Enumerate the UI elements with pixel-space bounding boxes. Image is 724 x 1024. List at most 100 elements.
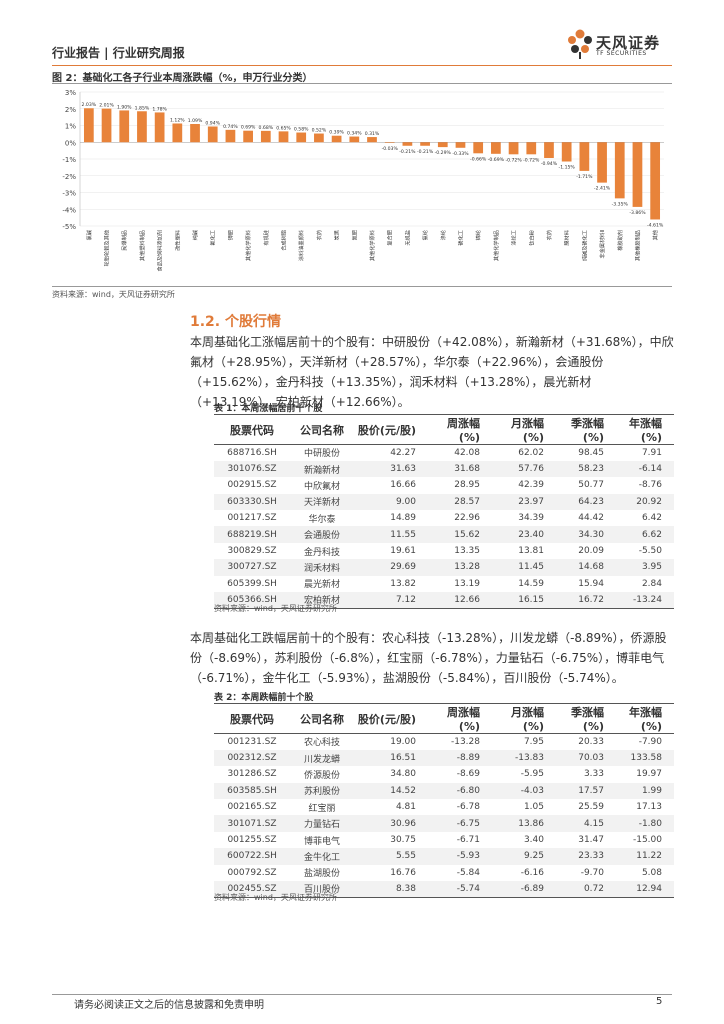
cell-price: 34.80 [390, 769, 416, 780]
bar [225, 129, 236, 143]
cell-quarter: 23.33 [556, 848, 616, 865]
cell-name: 会通股份 [290, 526, 354, 543]
x-tick-label: 其他橡胶制品 [633, 230, 641, 261]
cell-year: -13.24 [616, 592, 674, 609]
data-label: 0.74% [223, 124, 238, 130]
cell-week: 28.57 [428, 493, 492, 511]
cell-month: 11.45 [492, 559, 556, 576]
x-tick-label: 氨纶 [421, 230, 429, 240]
x-tick-label: 其他化学原料 [244, 230, 252, 261]
col-week: 周涨幅(%) [428, 414, 492, 445]
col-quarter: 季涨幅(%) [556, 414, 616, 445]
figure-source: 资料来源：wind，天风证券研究所 [52, 290, 175, 299]
cell-code: 002312.SZ [214, 749, 290, 767]
bar [561, 142, 572, 162]
data-label: 0.34% [347, 131, 362, 137]
x-tick-label: 涂料油墨颜料 [297, 230, 305, 261]
table1-source: 资料来源：wind，天风证券研究所 [214, 604, 337, 613]
cell-year: 20.92 [616, 493, 674, 511]
table1-title: 表 1：本周涨幅居前十个股 [214, 404, 323, 414]
x-tick-label: 氟化工 [209, 230, 217, 246]
cell-year: -1.80 [616, 815, 674, 832]
report-type: 行业报告 | 行业研究周报 [52, 46, 185, 60]
table-row: 002915.SZ 中欣氟材 16.66 28.95 42.39 50.77 -8.76 [214, 477, 674, 493]
cell-quarter: 3.33 [583, 769, 604, 780]
table-row: 000792.SZ 盐湖股份 16.76 -5.84 -6.16 -9.70 5.08 [214, 865, 674, 881]
data-label: 0.68% [259, 125, 274, 131]
cell-week: 12.66 [428, 592, 492, 609]
cell-quarter: 58.23 [556, 460, 616, 478]
cell-code: 002915.SZ [227, 480, 277, 491]
data-label: 0.52% [312, 128, 327, 134]
cell-month: 34.39 [518, 513, 544, 524]
cell-week: 28.95 [454, 480, 480, 491]
bar [119, 110, 130, 143]
data-label: 2.03% [82, 102, 97, 108]
cell-code: 605399.SH [227, 578, 277, 589]
cell-name: 中欣氟材 [303, 481, 340, 492]
col-price: 股价(元/股) [354, 414, 428, 445]
bar [260, 130, 271, 143]
bar [314, 133, 324, 143]
data-label: -3.35% [612, 201, 629, 207]
data-label: -4.61% [647, 222, 664, 228]
bar [331, 135, 342, 143]
cell-month: 23.97 [492, 493, 556, 511]
table-row: 603585.SH 苏利股份 14.52 -6.80 -4.03 17.57 1.99 [214, 782, 674, 800]
x-tick-label: 钾肥 [226, 230, 234, 240]
cell-code: 001217.SZ [227, 513, 277, 524]
cell-code: 600722.SH [214, 848, 290, 865]
x-tick-label: 炭黑 [334, 230, 341, 240]
cell-week: -6.80 [428, 782, 492, 800]
col-month: 月涨幅(%) [492, 703, 556, 734]
subindustry-bar-chart: 3% 2% 1% 0% -1% -2% -3% -4% -5% 2.03% 氯碱 2.01% 轮胎轮毂及… [62, 89, 664, 272]
cell-price: 14.89 [390, 513, 416, 524]
bar [296, 132, 307, 143]
cell-name: 金丹科技 [303, 547, 340, 558]
y-tick-label: -4% [62, 206, 76, 214]
gainers-table: 股票代码 公司名称 股价(元/股) 周涨幅(%) 月涨幅(%) 季涨幅(%) 年… [214, 414, 674, 609]
cell-week: 31.68 [428, 460, 492, 478]
cell-week: 13.19 [454, 578, 480, 589]
cell-week: 15.62 [428, 526, 492, 543]
x-tick-label: 其他化学制品 [492, 230, 500, 261]
table-row: 688219.SH 会通股份 11.55 15.62 23.40 34.30 6.62 [214, 526, 674, 543]
page-number: 5 [656, 996, 663, 1007]
cell-code: 002165.SZ [227, 802, 277, 813]
table-row: 688716.SH 中研股份 42.27 42.08 62.02 98.45 7.91 [214, 445, 674, 461]
cell-month: -13.83 [492, 749, 556, 767]
x-tick-label: 非金属材料Ⅱ [598, 230, 606, 259]
table-row: 002312.SZ 川发龙蟒 16.51 -8.89 -13.83 70.03 133.58 [214, 749, 674, 767]
cell-quarter: 31.47 [578, 835, 604, 846]
cell-code: 301071.SZ [214, 815, 290, 832]
cell-name: 博菲电气 [303, 836, 340, 847]
table-row: 301076.SZ 新瀚新材 31.63 31.68 57.76 58.23 -6.14 [214, 460, 674, 478]
cell-month: 13.86 [492, 815, 556, 832]
bar [544, 142, 554, 158]
data-label: -0.03% [382, 146, 399, 152]
cell-month: 42.39 [518, 480, 544, 491]
cell-quarter: 98.45 [578, 447, 604, 458]
col-year: 年涨幅(%) [616, 703, 674, 734]
cell-quarter: 14.68 [556, 559, 616, 576]
cell-name: 中研股份 [303, 449, 340, 460]
cell-price: 16.51 [354, 749, 428, 767]
bar [473, 142, 484, 154]
bar [632, 142, 643, 207]
table-row: 301286.SZ 侨源股份 34.80 -8.69 -5.95 3.33 19.97 [214, 766, 674, 782]
x-tick-label: 民爆制品 [120, 230, 128, 251]
cell-price: 19.61 [390, 546, 416, 557]
cell-week: 13.28 [428, 559, 492, 576]
cell-price: 11.55 [354, 526, 428, 543]
logo-name: 天风证券 [596, 34, 661, 52]
cell-quarter: 25.59 [578, 802, 604, 813]
cell-month: 1.05 [523, 802, 544, 813]
col-year: 年涨幅(%) [616, 414, 674, 445]
data-label: 1.12% [170, 117, 185, 123]
cell-week: -5.74 [428, 881, 492, 898]
table-row: 001217.SZ 华尔泰 14.89 22.96 34.39 44.42 6.42 [214, 510, 674, 526]
x-tick-label: 氮肥 [350, 230, 358, 240]
cell-week: -6.71 [456, 835, 480, 846]
data-label: 0.65% [276, 125, 291, 131]
cell-quarter: 44.42 [578, 513, 604, 524]
